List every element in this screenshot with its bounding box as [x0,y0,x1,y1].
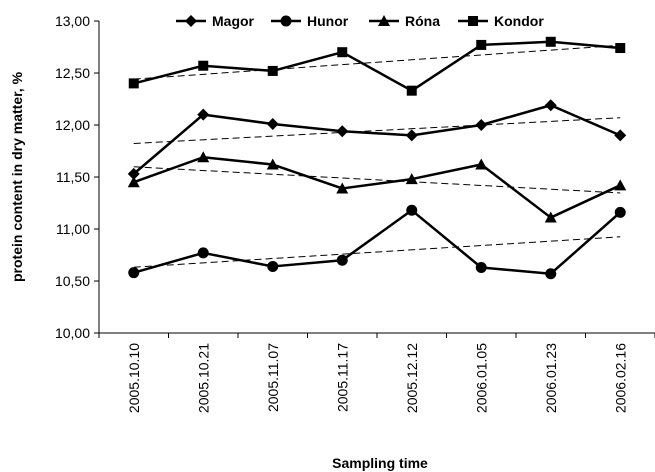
data-point-magor [475,119,488,131]
y-tick-label: 11,00 [56,221,90,237]
y-tick-label: 13,00 [55,13,90,29]
data-point-magor [266,117,279,130]
x-tick-label: 2006.02.16 [612,343,628,413]
y-tick-label: 12,00 [55,117,90,133]
y-tick-label: 10,50 [55,273,90,289]
data-point-magor [336,125,349,138]
data-point-hunor [336,254,348,266]
x-tick-label: 2006.01.23 [543,343,559,413]
legend-marker-hunor [280,15,292,27]
data-point-magor [614,129,627,142]
trendline-kondor [133,44,621,80]
legend-label: Magor [212,13,255,29]
y-tick-label: 10,00 [55,325,90,341]
legend-marker-kondor [468,16,478,26]
x-tick-label: 2005.12.12 [404,343,420,413]
data-point-róna [197,151,210,163]
data-point-hunor [475,261,487,273]
data-point-hunor [267,260,279,272]
data-point-hunor [197,247,209,259]
legend-marker-magor [185,15,197,27]
data-point-kondor [406,85,417,96]
data-point-kondor [128,78,139,89]
data-point-róna [614,179,627,191]
trendline-hunor [133,236,621,268]
data-point-róna [544,211,557,223]
data-point-kondor [545,36,556,47]
series-line-róna [133,155,621,219]
data-point-magor [544,99,557,112]
data-point-róna [475,158,488,170]
series-line-magor [132,103,621,175]
y-tick-label: 11,50 [56,169,90,185]
data-point-hunor [406,204,418,216]
series-line-hunor [133,209,622,275]
legend-label: Róna [405,13,440,29]
data-point-kondor [476,39,487,50]
legend-item-magor: Magor [176,13,255,29]
x-tick-label: 2005.10.21 [195,343,211,413]
series-line-kondor [133,40,621,92]
y-tick-label: 12,50 [55,65,90,81]
data-point-magor [405,129,418,142]
data-point-róna [127,176,140,188]
data-point-magor [197,108,210,121]
series-róna [127,151,627,223]
data-point-róna [266,158,279,170]
series-magor [127,99,627,180]
data-point-hunor [614,206,626,218]
data-point-hunor [128,267,140,279]
trendline-magor [133,117,621,144]
legend-item-kondor: Kondor [458,13,544,29]
legend-label: Hunor [307,13,349,29]
legend: Magor Hunor Róna Kondor [176,13,544,29]
legend-item-hunor: Hunor [271,13,349,29]
y-axis-title: protein content in dry matter, % [9,71,25,282]
data-point-róna [336,182,349,194]
legend-marker-róna [378,15,390,26]
data-point-hunor [545,268,557,280]
trendlines [133,44,621,268]
data-point-kondor [337,47,348,58]
data-point-róna [405,173,418,185]
legend-item-róna: Róna [369,13,440,29]
axes: 10,00 10,50 11,00 11,50 12,00 12,50 13,00 2005.… [55,13,655,413]
x-axis-title: Sampling time [332,455,428,471]
trendline-róna [133,166,621,194]
series-hunor [128,204,626,280]
legend-label: Kondor [494,13,544,29]
series-kondor [128,36,626,96]
data-point-kondor [615,43,626,54]
data-point-magor [127,167,140,180]
x-tick-label: 2005.11.17 [334,343,350,412]
data-point-kondor [267,65,278,76]
series-layer [127,36,627,280]
x-tick-label: 2005.10.10 [126,343,142,413]
x-tick-label: 2005.11.07 [265,343,281,412]
data-point-kondor [198,60,209,71]
x-tick-label: 2006.01.05 [473,343,489,413]
